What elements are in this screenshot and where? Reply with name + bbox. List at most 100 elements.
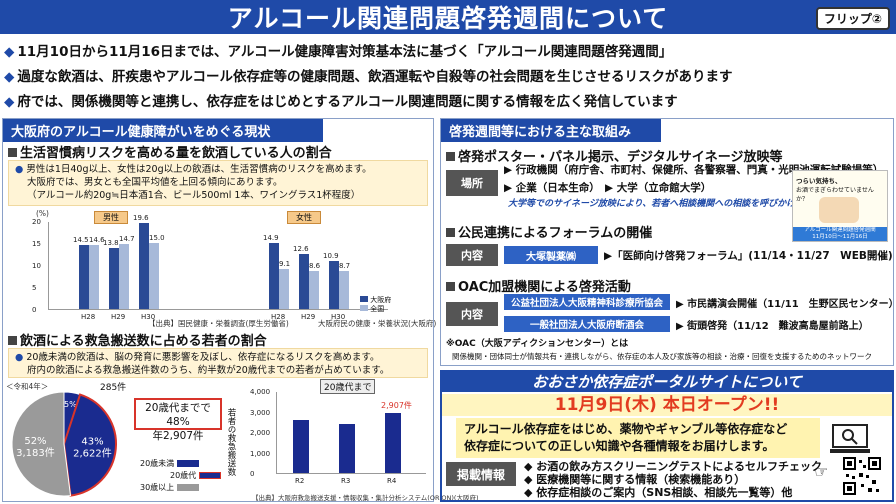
bullet-3: ◆ 府では、関係機関等と連携し、依存症をはじめとするアルコール関連問題に関する情報… bbox=[4, 94, 678, 110]
org-danshukai: 一般社団法人大阪府断酒会 bbox=[504, 316, 670, 332]
y-tick-label: 0 bbox=[32, 306, 37, 314]
group-label-male: 男性 bbox=[94, 211, 128, 224]
flip-badge: フリップ② bbox=[815, 7, 890, 30]
pie-legend-under20: 20歳未満 bbox=[140, 458, 221, 470]
data-label-national: 9.1 bbox=[279, 259, 291, 268]
diamond-icon: ◆ bbox=[4, 94, 15, 110]
portal-item: ◆ 依存症相談のご案内（SNS相談、相談先一覧等）他 bbox=[524, 486, 793, 499]
qr-code-icon[interactable] bbox=[842, 456, 882, 496]
left-panel-heading: 大阪府のアルコール健康障がいをめぐる現状 bbox=[3, 119, 323, 142]
bar-osaka bbox=[299, 253, 309, 309]
bar-youth bbox=[339, 423, 355, 473]
legend: 大阪府 全国 bbox=[360, 296, 391, 314]
diamond-icon: ◆ bbox=[4, 44, 15, 60]
y-tick-label: 2,000 bbox=[250, 429, 271, 437]
org-otsuka: 大塚製薬㈱ bbox=[504, 246, 598, 264]
x-tick-label: H28 bbox=[81, 313, 96, 321]
y-tick-label: 10 bbox=[32, 262, 41, 270]
source-right: 大阪府民の健康・栄養状況(大阪府) bbox=[318, 319, 437, 328]
y-tick-label: 3,000 bbox=[250, 408, 271, 417]
sec1-title: 生活習慣病リスクを高める量を飲酒している人の割合 bbox=[8, 142, 332, 161]
source-left: 【出典】国民健康・栄養調査(厚生労働省) bbox=[148, 319, 289, 328]
data-label-osaka: 14.9 bbox=[263, 234, 279, 243]
bar-osaka bbox=[269, 243, 279, 309]
bullet-1: ◆ 11月10日から11月16日までは、アルコール健康障害対策基本法に基づく「アル… bbox=[4, 44, 673, 60]
source-orion: 【出典】大阪府救急搬送支援・情報収集・集計分析システム(ORION)(大阪府) bbox=[252, 494, 479, 502]
x-tick-label: H30 bbox=[141, 313, 156, 321]
sec1-note: ● 男性は1日40g以上、女性は20g以上の飲酒は、生活習慣病のリスクを高めます… bbox=[8, 160, 428, 206]
plot-area: 14.5 14.6 H28 13.8 14.7 H29 19.6 15.0 H30 14.9 9.1… bbox=[48, 214, 388, 321]
poster-image: つらい気持ち、 お酒でまぎらわせていませんか？ アルコール関連問題啓発週間 11… bbox=[792, 170, 888, 242]
bullet-2: ◆ 過度な飲酒は、肝疾患やアルコール依存症等の健康問題、飲酒運転や自殺等の社会問題… bbox=[4, 69, 733, 85]
place-item-1: ▶ 行政機関（府庁舎、市町村、保健所、各警察署、門真・光明池運転試験場等） bbox=[504, 164, 884, 176]
drinking-risk-chart: (%) 男性 女性 14.5 14.6 H28 13.8 14.7 H29 19.6 15.0… bbox=[8, 208, 437, 328]
content-label-1: 内容 bbox=[446, 244, 498, 266]
data-label-osaka: 13.8 bbox=[103, 239, 119, 248]
x-tick-label: H29 bbox=[301, 313, 316, 321]
y-unit: (%) bbox=[36, 209, 49, 218]
bar-osaka bbox=[139, 222, 149, 309]
pie-chart: 5% 43%2,622件 52%3,183件 bbox=[11, 391, 117, 497]
r-sec2-title: 公民連携によるフォーラムの開催 bbox=[446, 222, 652, 241]
bar-national bbox=[119, 244, 129, 309]
pie-percent-label: 52% bbox=[24, 436, 46, 447]
youth-transport-chart: 若者の救急搬送数 20歳代まで R2 R3 R4 2,907件 4,000 3,000 2… bbox=[226, 378, 430, 498]
portal-description: アルコール依存症をはじめ、薬物やギャンブル等依存症など 依存症についての正しい知… bbox=[456, 418, 820, 458]
org-clinic-assoc: 公益社団法人大阪精神科診療所協会 bbox=[504, 294, 670, 310]
bar-youth bbox=[293, 419, 309, 473]
bar-national bbox=[89, 244, 99, 309]
left-panel: 大阪府のアルコール健康障がいをめぐる現状 bbox=[2, 118, 434, 502]
bar-youth bbox=[385, 413, 401, 473]
y-tick-label: 0 bbox=[250, 470, 255, 478]
oac-note-1: ※OAC（大阪アディクションセンター）とは bbox=[446, 339, 629, 349]
bar-national bbox=[309, 271, 319, 309]
plot-area: R2 R3 R4 2,907件 bbox=[276, 392, 426, 485]
pointing-hand-icon: ☞ bbox=[814, 462, 829, 481]
place-item-2: ▶ 企業（日本生命） ▶ 大学（立命館大学） bbox=[504, 182, 712, 194]
portal-heading: おおさか依存症ポータルサイトについて bbox=[442, 372, 892, 392]
x-tick-label: H29 bbox=[111, 313, 126, 321]
y-axis-label: 若者の救急搬送数 bbox=[226, 408, 236, 476]
sec2-title: 飲酒による救急搬送数に占める若者の割合 bbox=[8, 330, 267, 349]
diamond-icon: ◆ bbox=[4, 69, 15, 85]
data-label-national: 14.7 bbox=[119, 235, 135, 244]
x-tick-label: R2 bbox=[295, 477, 305, 485]
chart3-title: 20歳代まで bbox=[320, 379, 376, 394]
title-bar: アルコール関連問題啓発週間について bbox=[0, 0, 896, 34]
portal-panel bbox=[440, 370, 894, 502]
r-sec3-title: OAC加盟機関による啓発活動 bbox=[446, 276, 631, 295]
pie-legend: 20歳未満 20歳代 30歳以上 bbox=[140, 458, 221, 494]
pie-count-label: 3,183件 bbox=[16, 447, 55, 459]
r-sec1-title: 啓発ポスター・パネル掲示、デジタルサイネージ放映等 bbox=[446, 146, 782, 165]
activity-2: ▶ 街頭啓発（11/12 難波高島屋前路上） bbox=[676, 321, 869, 332]
place-note: 大学等でのサイネージ放映により、若者へ相談機関への相談を呼びかけ! bbox=[508, 199, 800, 209]
data-label-national: 8.7 bbox=[339, 261, 351, 270]
data-label-national: 8.6 bbox=[309, 262, 321, 271]
data-label-national: 15.0 bbox=[149, 234, 165, 242]
oac-note-2: 関係機関・団体同士が情報共有・連携しながら、依存症の本人及び家族等の相談・治療・… bbox=[452, 352, 872, 361]
portal-items: ◆ お酒の飲み方スクリーニングテストによるセルフチェック ◆ 医療機関等に関する… bbox=[524, 460, 822, 499]
pie-percent-label: 43% bbox=[81, 437, 103, 448]
group-label-female: 女性 bbox=[287, 211, 321, 224]
pie-slice bbox=[62, 393, 117, 497]
info-label: 掲載情報 bbox=[446, 462, 516, 486]
bar-osaka bbox=[109, 248, 119, 309]
portal-open-date: 11月9日(木) 本日オープン!! bbox=[442, 394, 892, 416]
illustration bbox=[819, 197, 859, 223]
bar-osaka bbox=[79, 245, 89, 309]
y-tick-label: 15 bbox=[32, 240, 41, 248]
forum-text: ▶「医師向け啓発フォーラム」(11/14・11/27 WEB開催) bbox=[604, 250, 893, 262]
pie-count-label: 2,622件 bbox=[73, 448, 112, 460]
highlight-label: 2,907件 bbox=[381, 401, 412, 411]
pie-legend-30plus: 30歳以上 bbox=[140, 482, 221, 494]
right-panel-heading: 啓発週間等における主な取組み bbox=[441, 119, 661, 142]
y-tick-label: 1,000 bbox=[250, 449, 271, 458]
x-tick-label: H28 bbox=[271, 313, 286, 321]
legend-national: 全国 bbox=[360, 305, 391, 314]
content-label-2: 内容 bbox=[446, 302, 498, 326]
portal-item: ◆ 医療機関等に関する情報（検索機能あり） bbox=[524, 473, 746, 486]
computer-search-icon bbox=[830, 424, 870, 453]
bar-national bbox=[279, 268, 289, 309]
data-label-osaka: 12.6 bbox=[293, 244, 309, 253]
y-tick-label: 20 bbox=[32, 218, 41, 226]
